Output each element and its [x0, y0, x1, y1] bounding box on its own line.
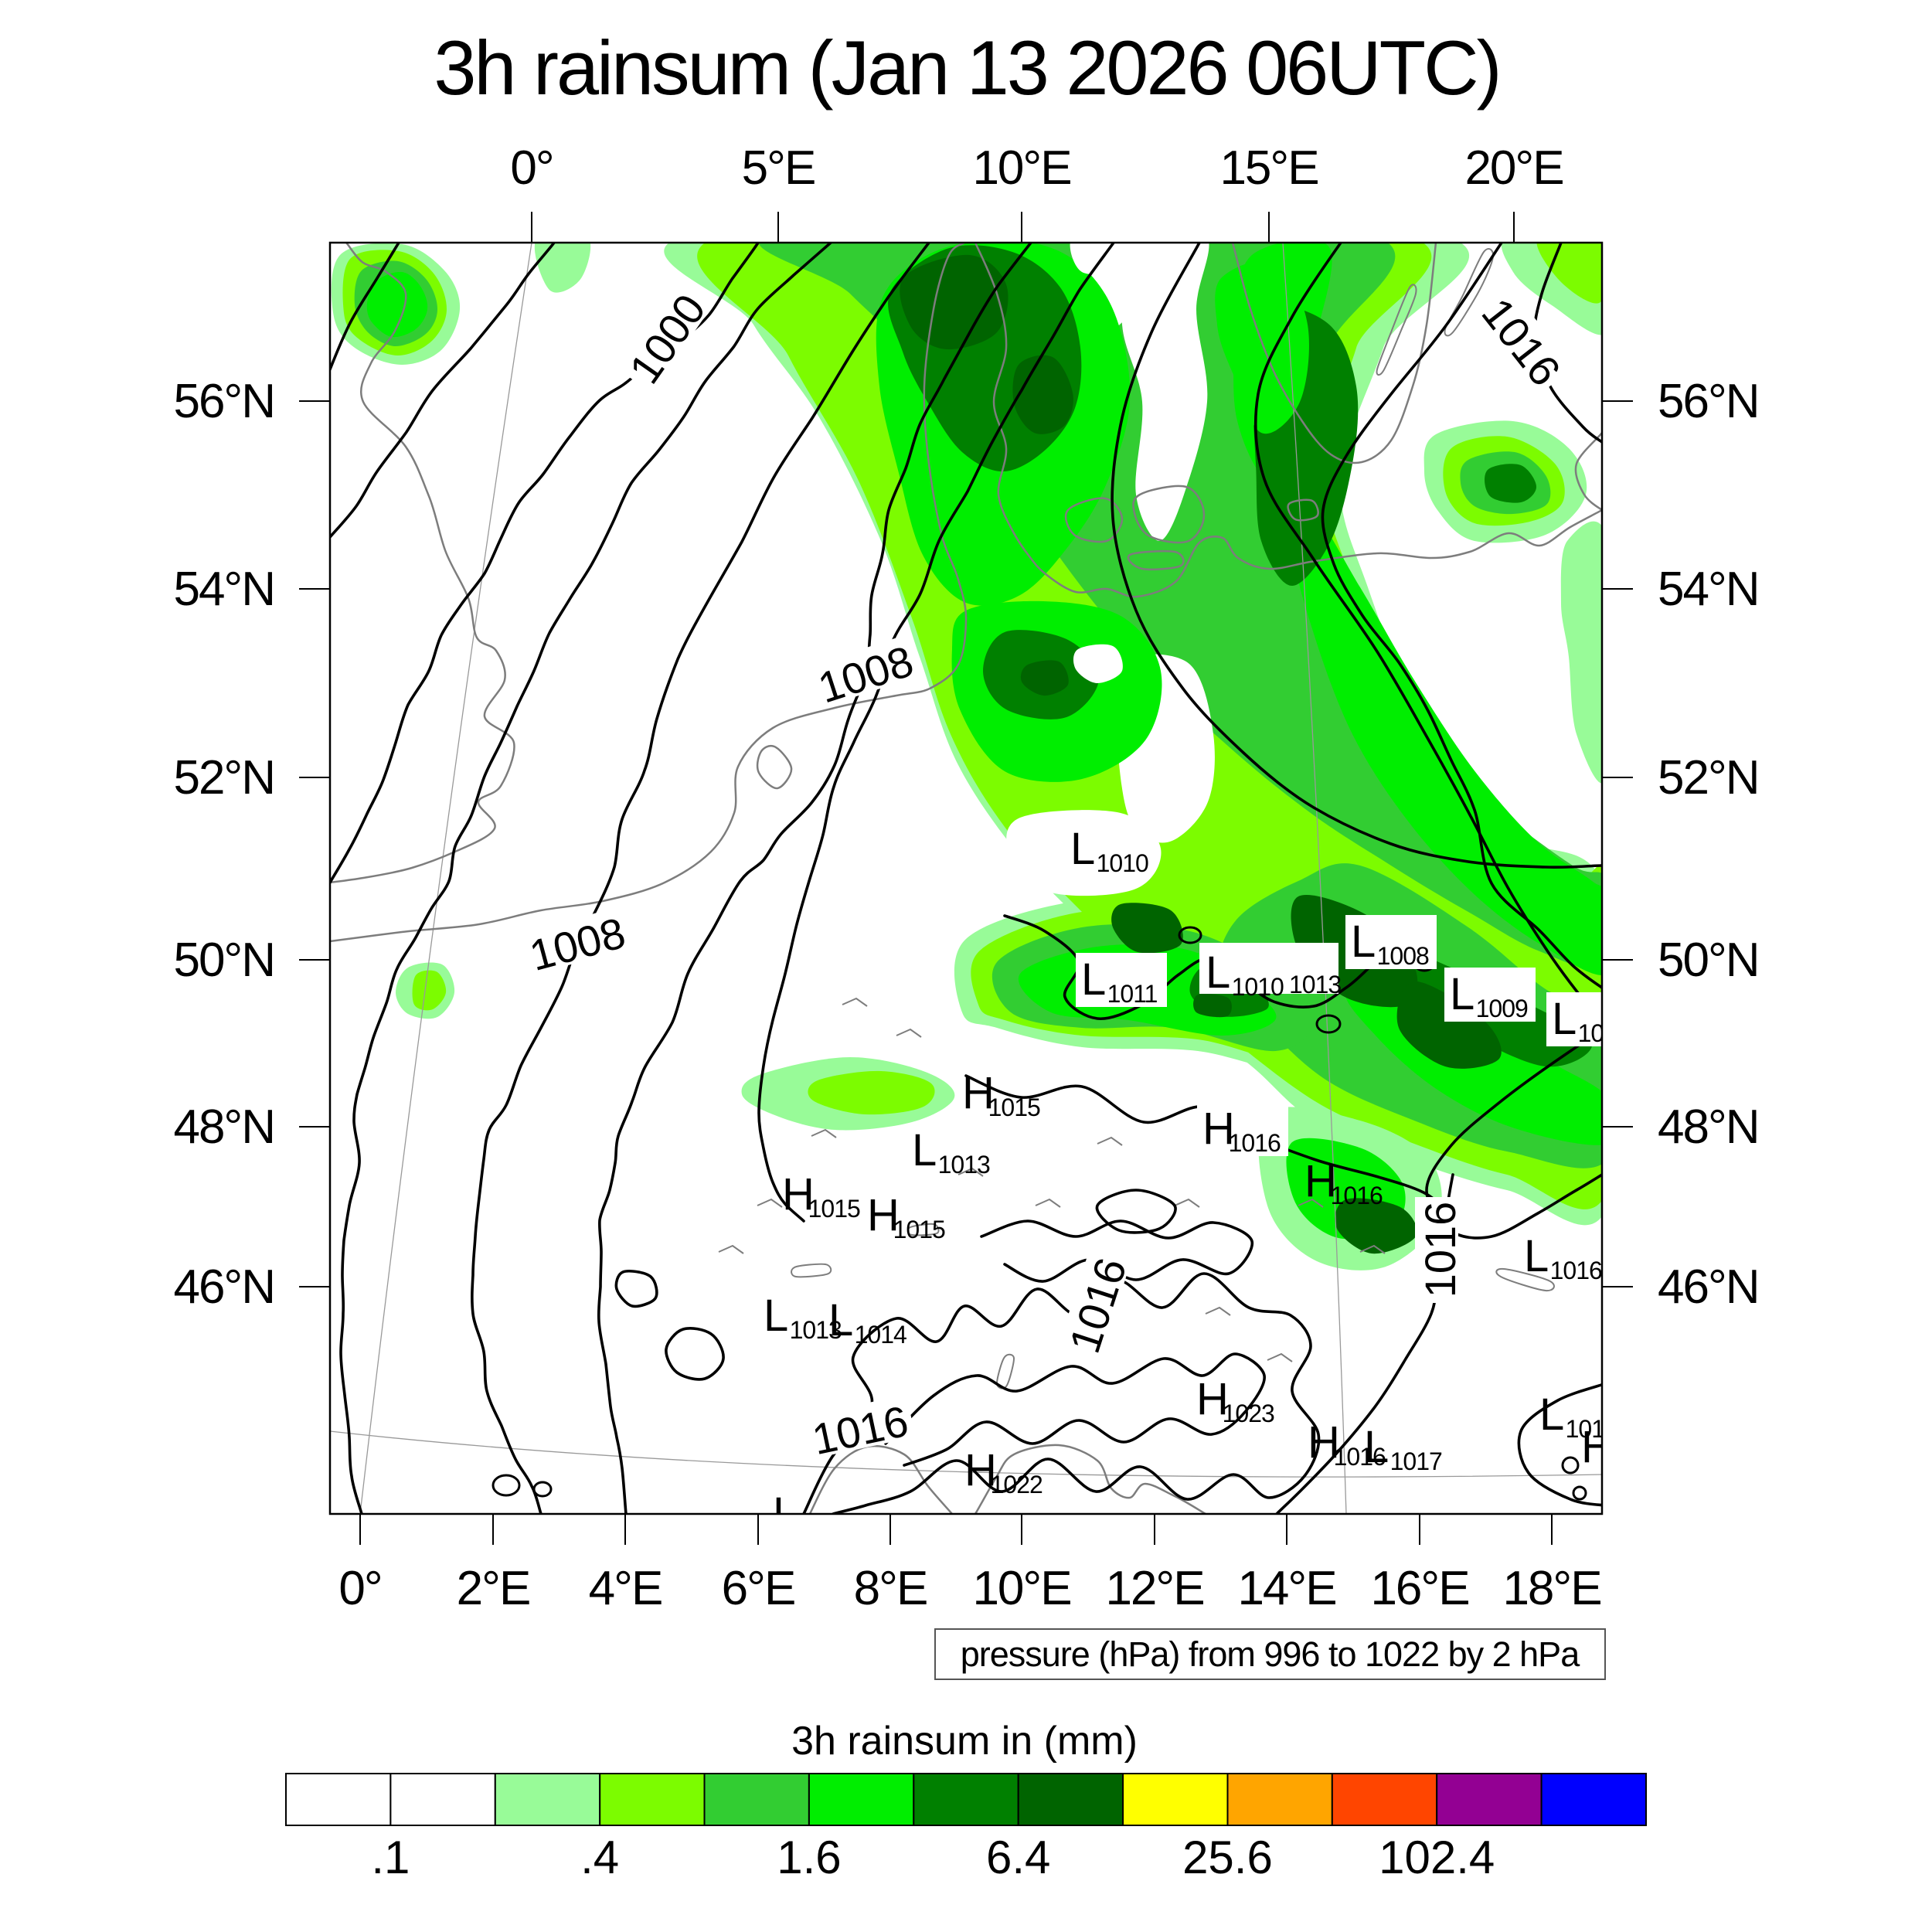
- svg-text:52°N: 52°N: [173, 751, 274, 804]
- svg-text:H: H: [964, 1445, 996, 1495]
- svg-text:L: L: [1539, 1389, 1563, 1440]
- svg-text:1010: 1010: [1097, 849, 1148, 877]
- svg-text:46°N: 46°N: [1658, 1260, 1759, 1314]
- svg-text:1016: 1016: [1331, 1182, 1383, 1209]
- svg-text:56°N: 56°N: [1658, 375, 1759, 428]
- svg-text:H: H: [1308, 1417, 1339, 1468]
- svg-text:1.6: 1.6: [777, 1832, 841, 1883]
- svg-text:52°N: 52°N: [1658, 751, 1759, 804]
- svg-text:L: L: [773, 1488, 797, 1539]
- svg-text:H: H: [1196, 1374, 1228, 1424]
- svg-text:5°E: 5°E: [742, 141, 815, 195]
- svg-text:50°N: 50°N: [173, 934, 274, 987]
- svg-text:1016: 1016: [1334, 1443, 1386, 1471]
- svg-text:1022: 1022: [991, 1471, 1043, 1498]
- svg-text:1014: 1014: [855, 1321, 906, 1349]
- svg-text:1016: 1016: [1578, 1019, 1630, 1047]
- svg-text:L: L: [912, 1125, 936, 1175]
- svg-text:L: L: [1552, 994, 1576, 1044]
- svg-text:L: L: [1081, 954, 1105, 1005]
- svg-text:12°E: 12°E: [1105, 1562, 1203, 1615]
- svg-text:4°E: 4°E: [589, 1562, 662, 1615]
- svg-text:1015: 1015: [988, 1094, 1040, 1121]
- svg-text:pressure (hPa) from 996 to 102: pressure (hPa) from 996 to 1022 by 2 hPa: [961, 1634, 1580, 1674]
- svg-text:1009: 1009: [1476, 995, 1528, 1022]
- svg-text:10°E: 10°E: [972, 1562, 1070, 1615]
- svg-text:1015: 1015: [893, 1216, 945, 1243]
- svg-text:.1: .1: [371, 1832, 410, 1883]
- svg-text:1023: 1023: [1223, 1400, 1274, 1427]
- svg-text:50°N: 50°N: [1658, 934, 1759, 987]
- svg-text:10°E: 10°E: [972, 141, 1070, 195]
- svg-text:14°E: 14°E: [1237, 1562, 1335, 1615]
- svg-text:H: H: [1581, 1422, 1613, 1472]
- svg-text:L: L: [828, 1295, 852, 1345]
- svg-text:H: H: [962, 1068, 994, 1118]
- svg-text:L: L: [1070, 824, 1094, 874]
- svg-text:L: L: [1364, 1422, 1388, 1472]
- svg-text:H: H: [1304, 1156, 1336, 1206]
- svg-text:L: L: [1450, 969, 1474, 1019]
- svg-text:6.4: 6.4: [986, 1832, 1050, 1883]
- svg-text:H: H: [782, 1169, 814, 1219]
- svg-text:0°: 0°: [338, 1562, 381, 1615]
- svg-text:3h rainsum in (mm): 3h rainsum in (mm): [791, 1719, 1138, 1764]
- svg-text:46°N: 46°N: [173, 1260, 274, 1314]
- svg-text:102.4: 102.4: [1379, 1832, 1495, 1883]
- svg-text:6°E: 6°E: [722, 1562, 795, 1615]
- svg-text:1008: 1008: [1377, 942, 1429, 970]
- svg-text:1015: 1015: [808, 1195, 860, 1223]
- svg-text:0°: 0°: [510, 141, 553, 195]
- svg-text:1011: 1011: [1107, 980, 1158, 1008]
- svg-text:54°N: 54°N: [1658, 563, 1759, 616]
- svg-text:1017: 1017: [1566, 1415, 1617, 1443]
- svg-text:1013: 1013: [790, 1316, 842, 1344]
- svg-text:48°N: 48°N: [173, 1100, 274, 1154]
- svg-text:L: L: [1206, 947, 1230, 998]
- svg-text:L: L: [1351, 917, 1375, 967]
- svg-text:8°E: 8°E: [854, 1562, 927, 1615]
- svg-text:2°E: 2°E: [457, 1562, 530, 1615]
- svg-text:1016: 1016: [1416, 1202, 1464, 1298]
- svg-text:H: H: [1202, 1104, 1234, 1154]
- svg-text:1016: 1016: [1550, 1257, 1602, 1284]
- svg-text:.4: .4: [580, 1832, 619, 1883]
- svg-text:56°N: 56°N: [173, 375, 274, 428]
- svg-text:1010: 1010: [1232, 973, 1284, 1001]
- svg-text:15°E: 15°E: [1219, 141, 1318, 195]
- svg-text:1016: 1016: [1229, 1129, 1281, 1157]
- svg-text:1013: 1013: [938, 1151, 990, 1179]
- svg-text:25.6: 25.6: [1182, 1832, 1273, 1883]
- svg-text:L: L: [764, 1291, 787, 1341]
- svg-text:1013: 1013: [1289, 971, 1341, 998]
- svg-text:16°E: 16°E: [1370, 1562, 1468, 1615]
- svg-text:L: L: [1524, 1231, 1548, 1281]
- svg-text:20°E: 20°E: [1464, 141, 1563, 195]
- svg-text:1017: 1017: [1390, 1447, 1442, 1475]
- svg-text:3h rainsum (Jan 13 2026 06UTC): 3h rainsum (Jan 13 2026 06UTC): [434, 25, 1499, 111]
- svg-text:54°N: 54°N: [173, 563, 274, 616]
- svg-text:H: H: [867, 1190, 899, 1240]
- svg-text:18°E: 18°E: [1502, 1562, 1600, 1615]
- svg-text:48°N: 48°N: [1658, 1100, 1759, 1154]
